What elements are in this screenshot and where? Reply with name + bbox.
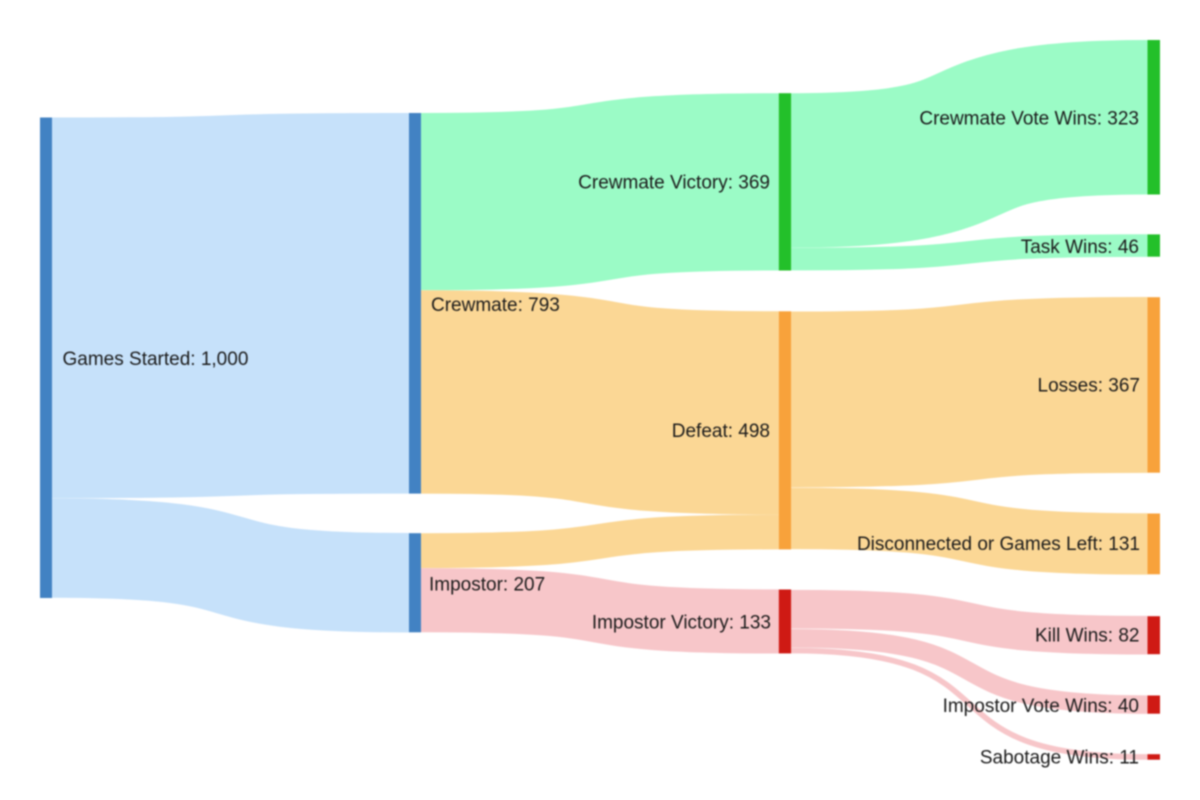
svg-text:Losses: 367: Losses: 367 (1038, 376, 1140, 397)
svg-text:Crewmate Vote Wins: 323: Crewmate Vote Wins: 323 (919, 108, 1139, 129)
svg-text:Impostor Vote Wins: 40: Impostor Vote Wins: 40 (943, 696, 1139, 717)
svg-text:Crewmate Victory: 369: Crewmate Victory: 369 (578, 173, 770, 194)
svg-text:Impostor Victory: 133: Impostor Victory: 133 (592, 612, 771, 633)
svg-text:Kill Wins: 82: Kill Wins: 82 (1035, 626, 1140, 647)
svg-text:Impostor: 207: Impostor: 207 (429, 574, 545, 595)
svg-text:Defeat: 498: Defeat: 498 (672, 421, 770, 442)
svg-text:Disconnected or Games Left: 13: Disconnected or Games Left: 131 (857, 534, 1140, 555)
svg-text:Sabotage Wins: 11: Sabotage Wins: 11 (980, 747, 1139, 768)
svg-text:Task Wins: 46: Task Wins: 46 (1021, 237, 1139, 258)
svg-text:Games Started: 1,000: Games Started: 1,000 (63, 349, 249, 370)
svg-text:Crewmate: 793: Crewmate: 793 (431, 295, 560, 316)
